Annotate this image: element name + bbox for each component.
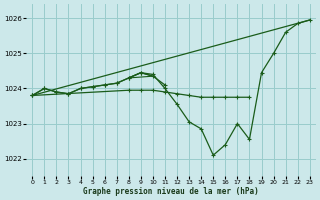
X-axis label: Graphe pression niveau de la mer (hPa): Graphe pression niveau de la mer (hPa): [83, 187, 259, 196]
